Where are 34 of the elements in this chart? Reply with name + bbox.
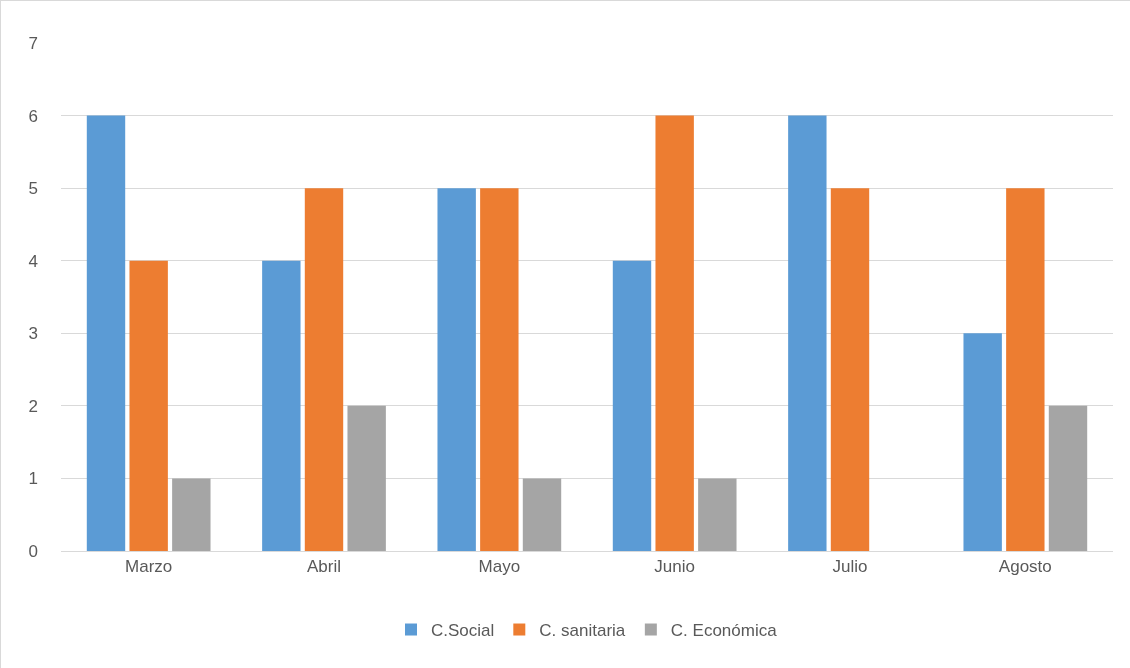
y-tick-label: 3 [28,324,38,344]
y-tick-label: 1 [28,469,38,489]
bar [480,188,519,551]
x-tick-label: Julio [832,557,868,577]
y-tick-label: 2 [28,396,38,416]
bar [347,405,386,551]
legend-label: C.Social [431,621,495,641]
x-tick-label: Junio [654,557,695,577]
x-tick-label: Mayo [478,557,521,577]
x-tick-label: Marzo [125,557,173,577]
bar [830,188,870,551]
bar [86,115,126,551]
bar [172,478,211,551]
legend-label: C. Económica [670,621,778,641]
legend-label: C. sanitaria [539,621,626,641]
bar [963,333,1002,551]
bar [612,260,652,551]
bar [1048,405,1088,551]
bar [129,260,168,551]
bar [788,115,827,551]
bar [437,188,476,551]
bar [522,478,562,551]
y-tick-label: 0 [28,541,38,561]
y-tick-label: 5 [28,179,38,199]
bar [262,260,301,551]
bar [698,478,737,551]
y-tick-label: 7 [28,33,38,53]
x-tick-label: Abril [306,557,342,577]
bar [304,188,344,551]
y-tick-label: 6 [28,106,38,126]
x-tick-label: Agosto [998,557,1052,577]
bar [1006,188,1045,551]
bar [655,115,694,551]
y-tick-label: 4 [28,251,38,271]
